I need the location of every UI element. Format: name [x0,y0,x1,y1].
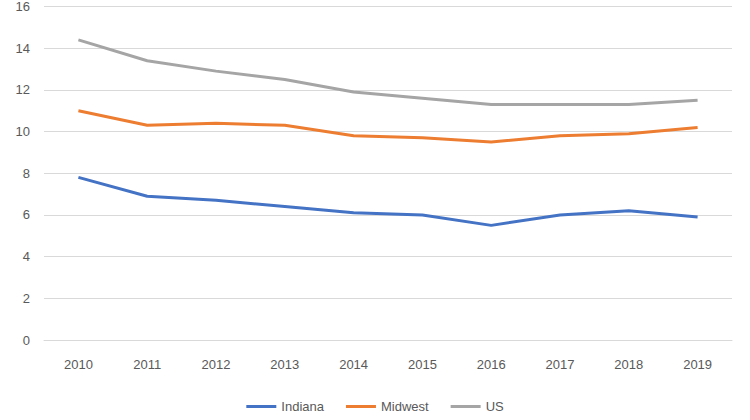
svg-text:Indiana: Indiana [281,399,324,414]
svg-text:US: US [486,399,504,414]
svg-text:2: 2 [23,291,30,306]
svg-text:8: 8 [23,166,30,181]
svg-text:Midwest: Midwest [381,399,429,414]
svg-text:2019: 2019 [683,357,712,372]
svg-text:2013: 2013 [270,357,299,372]
svg-text:2014: 2014 [339,357,368,372]
svg-text:6: 6 [23,207,30,222]
svg-text:0: 0 [23,333,30,348]
svg-text:4: 4 [23,249,30,264]
svg-text:16: 16 [16,0,30,14]
svg-text:2015: 2015 [408,357,437,372]
svg-text:10: 10 [16,124,30,139]
svg-text:2018: 2018 [614,357,643,372]
svg-text:2010: 2010 [64,357,93,372]
svg-text:2012: 2012 [202,357,231,372]
svg-text:2017: 2017 [546,357,575,372]
svg-text:2016: 2016 [477,357,506,372]
svg-text:14: 14 [16,41,30,56]
svg-text:12: 12 [16,82,30,97]
svg-text:2011: 2011 [133,357,161,372]
